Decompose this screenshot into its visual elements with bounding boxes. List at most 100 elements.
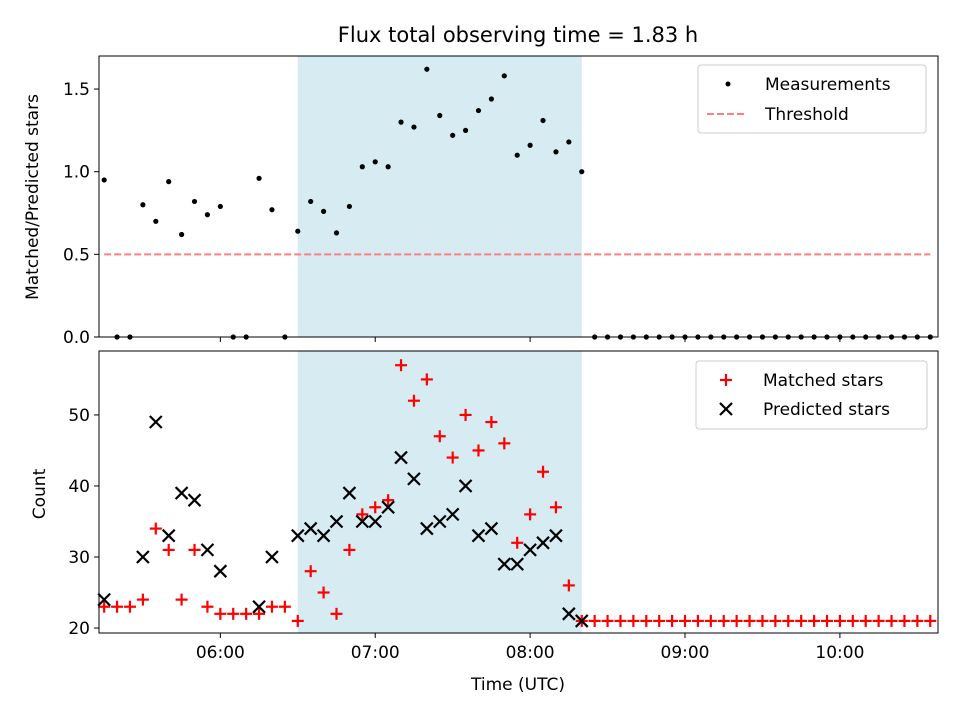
bottom-panel: 20 30 40 50 06:00 07:00 08:00 09:00 10:00 Time … (30, 350, 939, 695)
matched-star-point (846, 614, 859, 627)
matched-star-point (304, 565, 317, 578)
matched-star-point (149, 522, 162, 535)
matched-star-point (485, 416, 498, 429)
top-highlight-span (297, 56, 582, 337)
matched-star-point (924, 614, 937, 627)
measurement-point (359, 164, 365, 170)
matched-star-point (227, 607, 240, 620)
matched-star-point (885, 614, 898, 627)
predicted-star-point (458, 479, 473, 493)
matched-star-point (382, 494, 395, 507)
matched-star-point (653, 614, 666, 627)
matched-star-point (498, 437, 511, 450)
measurement-point (333, 230, 340, 236)
measurement-points (101, 66, 933, 340)
top-legend-frame (697, 64, 927, 134)
measurement-point (553, 149, 559, 155)
matched-star-point (704, 614, 717, 627)
measurement-point (217, 203, 223, 210)
matched-star-point (240, 607, 253, 620)
matched-star-point (833, 614, 846, 627)
matched-star-point (756, 614, 769, 627)
predicted-star-point (316, 528, 331, 543)
top-panel: 0.0 0.5 1.0 1.5 Flux total observing time =… (23, 23, 939, 348)
matched-star-point (420, 373, 433, 386)
matched-star-point (188, 543, 201, 556)
measurement-point (295, 228, 301, 234)
matched-star-point (562, 579, 575, 592)
matched-star-point (782, 614, 795, 627)
predicted-star-point (420, 521, 434, 536)
matched-star-point (717, 614, 730, 627)
matched-star-point (369, 501, 382, 514)
predicted-star-point (174, 486, 189, 500)
predicted-star-point (562, 607, 576, 621)
predicted-star-point (497, 557, 512, 571)
matched-star-point (549, 501, 562, 514)
y-tick-label: 1.0 (63, 163, 90, 183)
y-tick-label: 40 (68, 477, 90, 497)
measurement-point (372, 159, 378, 165)
predicted-star-point (252, 599, 266, 614)
x-tick-label: 10:00 (815, 643, 864, 663)
matched-star-point (330, 607, 343, 620)
y-tick-label: 1.5 (63, 80, 90, 100)
measurement-point (269, 207, 275, 213)
matched-star-point (201, 600, 214, 613)
matched-star-point (291, 614, 304, 627)
matched-star-point (808, 614, 821, 627)
measurement-point (462, 127, 469, 133)
predicted-star-point (291, 528, 305, 543)
bottom-legend-frame (695, 360, 928, 430)
predicted-star-point (510, 557, 524, 571)
matched-star-point (136, 593, 149, 606)
measurement-point (101, 177, 107, 183)
predicted-star-point (265, 550, 279, 564)
matched-star-point (433, 430, 446, 443)
top-x-ticks (219, 337, 841, 342)
top-y-axis-label: Matched/Predicted stars (23, 94, 43, 300)
predicted-star-point (523, 543, 537, 557)
matched-star-point (356, 508, 369, 521)
x-tick-label: 07:00 (351, 643, 400, 663)
measurement-point (385, 164, 391, 170)
bottom-x-ticks: 06:00 07:00 08:00 09:00 10:00 (196, 633, 864, 663)
y-tick-label: 30 (68, 548, 90, 568)
measurement-point (256, 175, 262, 181)
measurement-point (191, 198, 198, 205)
matched-star-point (111, 600, 124, 613)
matched-star-point (614, 614, 627, 627)
matched-star-point (743, 614, 756, 627)
top-legend: Measurements Threshold (697, 64, 927, 134)
predicted-star-point (471, 528, 486, 543)
legend-measurements-marker (725, 81, 731, 87)
matched-star-point (872, 614, 885, 627)
matched-star-point (691, 614, 704, 627)
bottom-highlight-span (297, 351, 582, 633)
measurement-point (566, 139, 572, 145)
predicted-star-point (536, 536, 550, 550)
matched-star-point (679, 614, 692, 627)
predicted-star-point (484, 521, 499, 536)
x-axis-label: Time (UTC) (470, 675, 565, 695)
measurement-point (411, 124, 417, 130)
measurement-point (166, 179, 172, 185)
measurement-point (488, 96, 494, 102)
chart-title: Flux total observing time = 1.83 h (338, 23, 698, 47)
measurement-point (450, 132, 456, 138)
top-y-ticks: 0.0 0.5 1.0 1.5 (63, 80, 99, 348)
legend-threshold-label: Threshold (764, 105, 849, 125)
bottom-y-ticks: 20 30 40 50 (68, 406, 99, 639)
measurement-point (424, 66, 430, 72)
y-tick-label: 0.5 (63, 245, 90, 265)
predicted-star-point (149, 415, 163, 429)
matched-star-point (459, 408, 472, 421)
legend-predicted-label: Predicted stars (763, 400, 890, 420)
measurement-point (140, 202, 146, 208)
y-tick-label: 50 (68, 406, 90, 426)
bottom-axes-frame (98, 350, 939, 634)
measurement-point (475, 107, 482, 114)
measurement-point (540, 117, 546, 124)
predicted-star-point (381, 500, 395, 515)
